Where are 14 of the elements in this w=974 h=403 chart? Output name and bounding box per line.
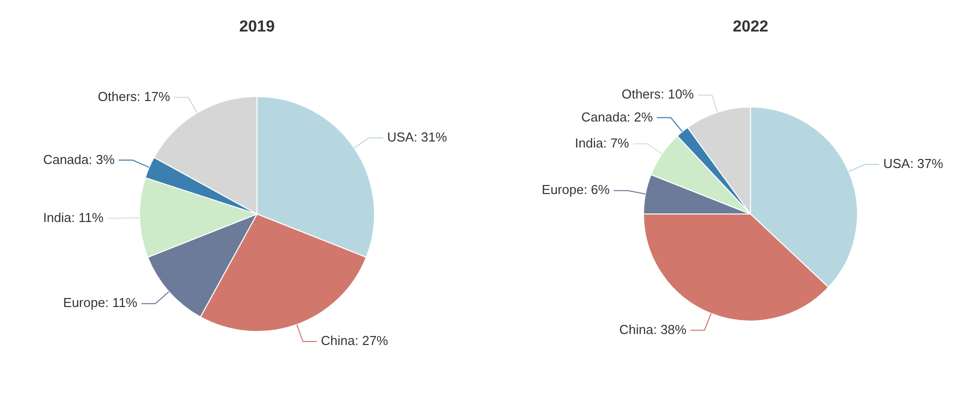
slice-label: China: 38% [619,322,687,337]
slice-label: India: 11% [43,210,104,225]
slice-label: Canada: 3% [43,152,116,167]
slice-label: USA: 31% [387,129,448,144]
slice-label: Others: 10% [622,86,694,102]
slice-label: India: 7% [574,135,630,150]
slice-label: USA: 37% [883,156,944,171]
slice-label: Canada: 2% [581,109,654,124]
slice-label: Others: 17% [98,88,170,104]
slice-label: Europe: 6% [542,182,610,198]
chart-title: 2019 [239,18,275,36]
slice-label: Europe: 11% [63,295,138,310]
slice-label: China: 27% [320,333,389,348]
chart-title: 2022 [732,18,768,36]
